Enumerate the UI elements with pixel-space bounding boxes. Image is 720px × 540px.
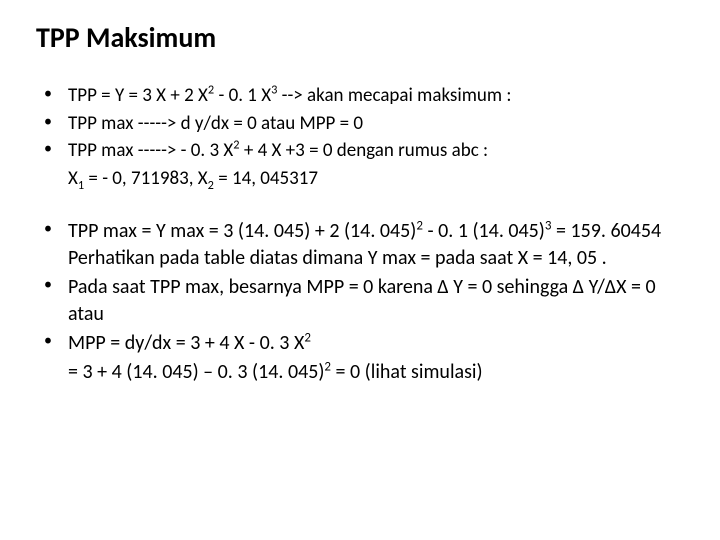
list-item: X1 = - 0, 711983, X2 = 14, 045317 (30, 166, 690, 192)
list-item: TPP max -----> d y/dx = 0 atau MPP = 0 (30, 111, 690, 137)
list-item: TPP max -----> - 0. 3 X2 + 4 X +3 = 0 de… (30, 138, 690, 164)
list-item: = 3 + 4 (14. 045) – 0. 3 (14. 045)2 = 0 … (30, 359, 690, 386)
bullet-list-2: TPP max = Y max = 3 (14. 045) + 2 (14. 0… (30, 218, 690, 386)
bullet-list-1: TPP = Y = 3 X + 2 X2 - 0. 1 X3 --> akan … (30, 83, 690, 192)
list-item: TPP = Y = 3 X + 2 X2 - 0. 1 X3 --> akan … (30, 83, 690, 109)
page-title: TPP Maksimum (36, 20, 690, 55)
list-item: Pada saat TPP max, besarnya MPP = 0 kare… (30, 274, 690, 328)
list-item: TPP max = Y max = 3 (14. 045) + 2 (14. 0… (30, 218, 690, 272)
list-item: MPP = dy/dx = 3 + 4 X - 0. 3 X2 (30, 330, 690, 357)
